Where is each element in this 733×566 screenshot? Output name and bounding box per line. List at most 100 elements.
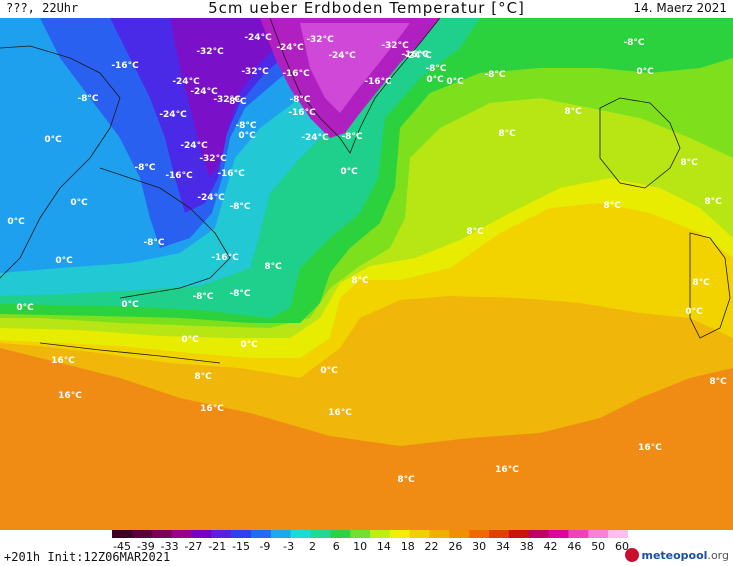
color-scale-swatch (250, 530, 272, 538)
color-scale-tick: 50 (591, 540, 606, 553)
meteopool-logo[interactable]: meteopool.org (625, 546, 729, 564)
temperature-label: -8°C (225, 97, 246, 107)
temperature-label: 8°C (194, 372, 212, 382)
temperature-label: 8°C (709, 377, 727, 387)
temperature-label: 0°C (636, 67, 654, 77)
temperature-label: -8°C (77, 94, 98, 104)
temperature-label: -8°C (623, 38, 644, 48)
temperature-label: -8°C (143, 238, 164, 248)
temperature-label: 8°C (692, 278, 710, 288)
model-run-info: +201h Init:12Z06MAR2021 (4, 550, 171, 564)
color-scale-swatch (171, 530, 192, 538)
color-scale-tick: 42 (543, 540, 558, 553)
temperature-label: 16°C (51, 356, 75, 366)
color-scale-swatch (290, 530, 311, 538)
temperature-label: -24°C (404, 51, 432, 61)
temperature-label: 8°C (603, 201, 621, 211)
temperature-label: -16°C (288, 108, 316, 118)
color-scale-tick: -21 (208, 540, 227, 553)
color-scale-labels: -45 -39 -33 -27 -21 -15 -9 -3 2 6 10 14 18 22 26 30 34 38… (112, 540, 629, 554)
temperature-label: -16°C (401, 50, 429, 60)
temperature-label: -16°C (282, 69, 310, 79)
temperature-label: 16°C (200, 404, 224, 414)
temperature-label: -24°C (190, 87, 218, 97)
color-scale-swatch (112, 530, 133, 538)
color-scale-tick: 14 (376, 540, 391, 553)
temperature-label: -32°C (213, 95, 241, 105)
temperature-label: -8°C (134, 163, 155, 173)
temperature-label: 16°C (58, 391, 82, 401)
temperature-label: 0°C (446, 77, 464, 87)
temperature-label: 8°C (264, 262, 282, 272)
temperature-label: 16°C (638, 443, 662, 453)
color-scale-tick: -39 (136, 540, 155, 553)
color-scale-tick: 38 (519, 540, 534, 553)
temperature-label: 16°C (328, 408, 352, 418)
color-scale-tick: 30 (472, 540, 487, 553)
color-scale-swatch (409, 530, 431, 538)
color-scale-swatch (211, 530, 232, 538)
color-scale-swatch (548, 530, 569, 538)
temperature-label: 0°C (55, 256, 73, 266)
temperature-label: -24°C (180, 141, 208, 151)
temperature-label: 0°C (238, 131, 256, 141)
temperature-label: -8°C (235, 121, 256, 131)
color-scale-tick: 46 (567, 540, 582, 553)
logo-icon (625, 548, 640, 562)
temperature-label: 0°C (16, 303, 34, 313)
color-scale-tick: 18 (400, 540, 415, 553)
temperature-label: 0°C (70, 198, 88, 208)
temperature-label: 8°C (704, 197, 722, 207)
color-scale-tick: -33 (160, 540, 179, 553)
color-scale-tick: 10 (353, 540, 368, 553)
temperature-label: 0°C (340, 167, 358, 177)
color-scale-tick: -3 (283, 540, 295, 553)
temperature-label: -16°C (211, 253, 239, 263)
temperature-label: 8°C (564, 107, 582, 117)
color-scale-tick: -15 (232, 540, 251, 553)
color-scale-swatch (310, 530, 331, 538)
temperature-label: 0°C (426, 75, 444, 85)
temperature-label: -24°C (301, 133, 329, 143)
color-scale-swatch (508, 530, 530, 538)
color-scale-swatch (568, 530, 589, 538)
header-bar: ???, 22Uhr 5cm ueber Erdboden Temperatur… (0, 0, 733, 18)
temperature-map: -24°C-32°C -24°C-32°C-24°C-32°C-24°C-16°C… (0, 18, 733, 530)
temperature-label: 0°C (240, 340, 258, 350)
color-scale-tick: 2 (308, 540, 316, 553)
temperature-label: 0°C (320, 366, 338, 376)
color-scale-tick: -9 (259, 540, 271, 553)
forecast-day-label: ???, 22Uhr (6, 1, 79, 15)
color-scale-swatch (151, 530, 173, 538)
temperature-label: 8°C (680, 158, 698, 168)
temperature-label: -8°C (192, 292, 213, 302)
cold-zone-violet (170, 18, 300, 178)
temperature-label: -16°C (165, 171, 193, 181)
temperature-labels: -24°C-32°C -24°C-32°C-24°C-32°C-24°C-16°C… (7, 33, 727, 485)
color-scale-swatch (370, 530, 391, 538)
color-scale-tick: 6 (332, 540, 340, 553)
temperature-label: -24°C (159, 110, 187, 120)
color-scale-swatch (270, 530, 292, 538)
temperature-label: -32°C (306, 35, 334, 45)
color-scale-swatch (389, 530, 411, 538)
color-scale-swatch (469, 530, 490, 538)
temperature-label: -32°C (241, 67, 269, 77)
temperature-label: 16°C (495, 465, 519, 475)
color-scale-tick: 26 (448, 540, 463, 553)
temperature-label: 0°C (181, 335, 199, 345)
color-scale-swatch (588, 530, 609, 538)
temperature-label: -32°C (199, 154, 227, 164)
temperature-label: 8°C (397, 475, 415, 485)
temperature-label: -24°C (244, 33, 272, 43)
temperature-label: -8°C (341, 132, 362, 142)
logo-name: meteopool (641, 548, 708, 562)
forecast-date: 14. Maerz 2021 (633, 1, 727, 15)
temperature-label: 8°C (351, 276, 369, 286)
color-scale-swatch (608, 530, 628, 538)
temperature-label: -24°C (197, 193, 225, 203)
color-scale-tick: 34 (495, 540, 510, 553)
temperature-label: 0°C (121, 300, 139, 310)
color-scale-swatch (528, 530, 550, 538)
temperature-label: 0°C (44, 135, 62, 145)
